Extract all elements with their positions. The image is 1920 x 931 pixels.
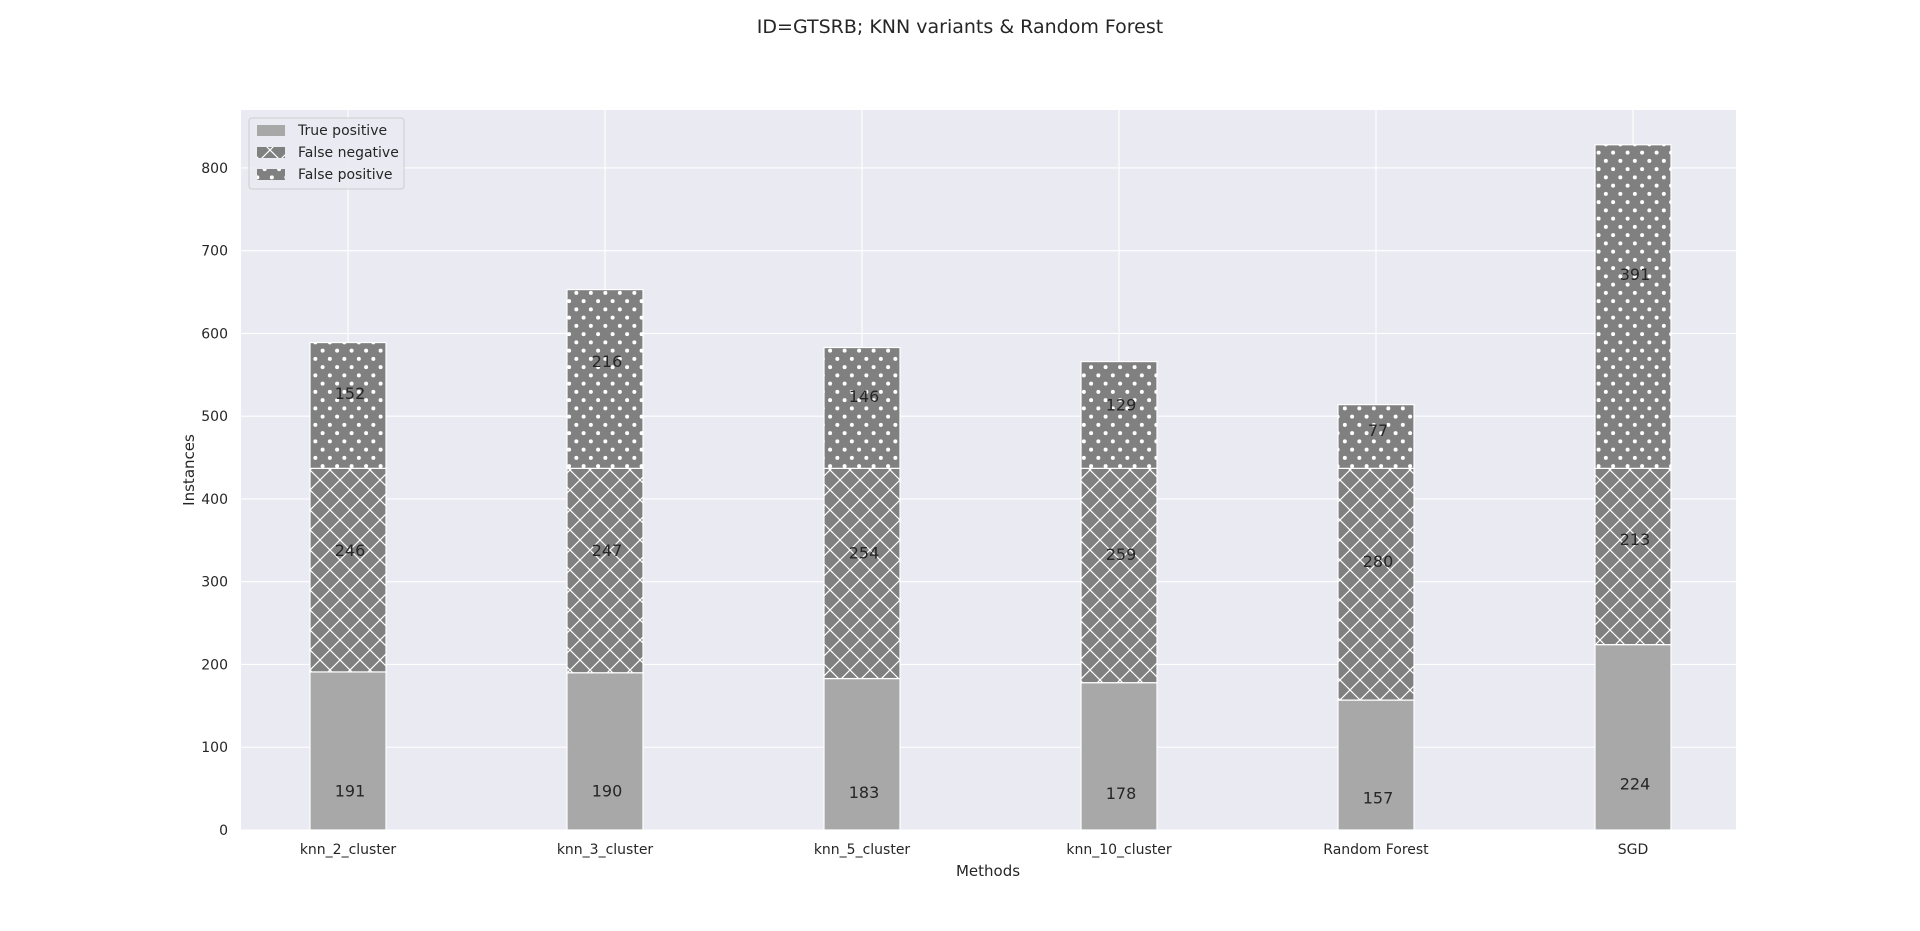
x-tick-label: knn_10_cluster — [1066, 842, 1172, 858]
bar-segment — [1594, 467, 1672, 646]
bar-segment — [1337, 404, 1415, 469]
legend: True positive False negative False positiv… — [248, 117, 405, 190]
bar-value-label: 246 — [335, 541, 366, 560]
bar-value-label: 146 — [849, 387, 880, 406]
bar-value-label: 216 — [592, 352, 623, 371]
bar-value-label: 391 — [1620, 265, 1651, 284]
y-axis-label: Instances — [180, 434, 198, 506]
bar-value-label: 259 — [1106, 545, 1137, 564]
bar-value-label: 157 — [1363, 789, 1394, 808]
x-tick-label: SGD — [1618, 842, 1649, 858]
y-tick-label: 700 — [201, 244, 228, 260]
x-tick-label: knn_3_cluster — [557, 842, 654, 858]
legend-swatch — [257, 147, 285, 158]
legend-items: True positive False negative False positiv… — [257, 123, 399, 183]
y-tick-label: 800 — [201, 161, 228, 177]
bar-segment — [566, 467, 644, 674]
y-tick-label: 400 — [201, 492, 228, 508]
bar-value-label: 178 — [1106, 784, 1137, 803]
y-tick-label: 200 — [201, 657, 228, 673]
bar-segment — [309, 671, 387, 831]
bar-value-label: 183 — [849, 783, 880, 802]
bar-segment — [1594, 144, 1672, 469]
plot-area — [241, 110, 1736, 830]
bar-value-label: 191 — [335, 781, 366, 800]
y-tick-label: 600 — [201, 326, 228, 342]
bar-segment — [1337, 699, 1415, 831]
bar-segment — [1080, 360, 1158, 469]
legend-label: False positive — [298, 167, 393, 183]
bar-segment — [309, 467, 387, 673]
chart-title: ID=GTSRB; KNN variants & Random Forest — [757, 16, 1163, 38]
bar-segment — [1080, 467, 1158, 684]
x-tick-label: knn_2_cluster — [300, 842, 397, 858]
y-tick-label: 500 — [201, 409, 228, 425]
bar-segment — [823, 346, 901, 469]
bar-segment — [1594, 644, 1672, 831]
y-tick-label: 300 — [201, 575, 228, 591]
legend-label: True positive — [297, 123, 387, 139]
y-tick-label: 100 — [201, 740, 228, 756]
bar-segment — [566, 672, 644, 831]
x-tick-label: knn_5_cluster — [814, 842, 911, 858]
legend-swatch — [257, 125, 285, 136]
bar-value-label: 213 — [1620, 530, 1651, 549]
bar-value-label: 152 — [335, 384, 366, 403]
x-tick-labels: knn_2_cluster knn_3_cluster knn_5_cluster k… — [300, 842, 1648, 858]
bar-segment — [823, 677, 901, 831]
y-tick-labels: 0 100 200 300 400 500 600 700 800 — [201, 161, 228, 839]
bar-stacks — [309, 144, 1672, 831]
bar-value-label: 77 — [1368, 421, 1388, 440]
bar-value-label: 224 — [1620, 775, 1651, 794]
bar-segment — [566, 288, 644, 469]
legend-label: False negative — [298, 145, 399, 161]
legend-box — [248, 117, 405, 190]
x-tick-label: Random Forest — [1323, 842, 1429, 858]
bar-segment — [823, 467, 901, 680]
bar-value-label: 247 — [592, 541, 623, 560]
bar-value-label: 190 — [592, 782, 623, 801]
legend-swatch — [257, 169, 285, 180]
bar-segment — [309, 341, 387, 469]
bar-value-label: 280 — [1363, 552, 1394, 571]
bar-segment — [1337, 467, 1415, 701]
x-axis-label: Methods — [956, 862, 1020, 880]
bar-data-labels: 191 246 152 190 247 216 183 254 146 178 259 129 157 2… — [335, 265, 1651, 807]
bar-value-label: 129 — [1106, 395, 1137, 414]
bar-value-label: 254 — [849, 543, 880, 562]
y-tick-label: 0 — [219, 823, 228, 839]
bar-segment — [1080, 682, 1158, 831]
